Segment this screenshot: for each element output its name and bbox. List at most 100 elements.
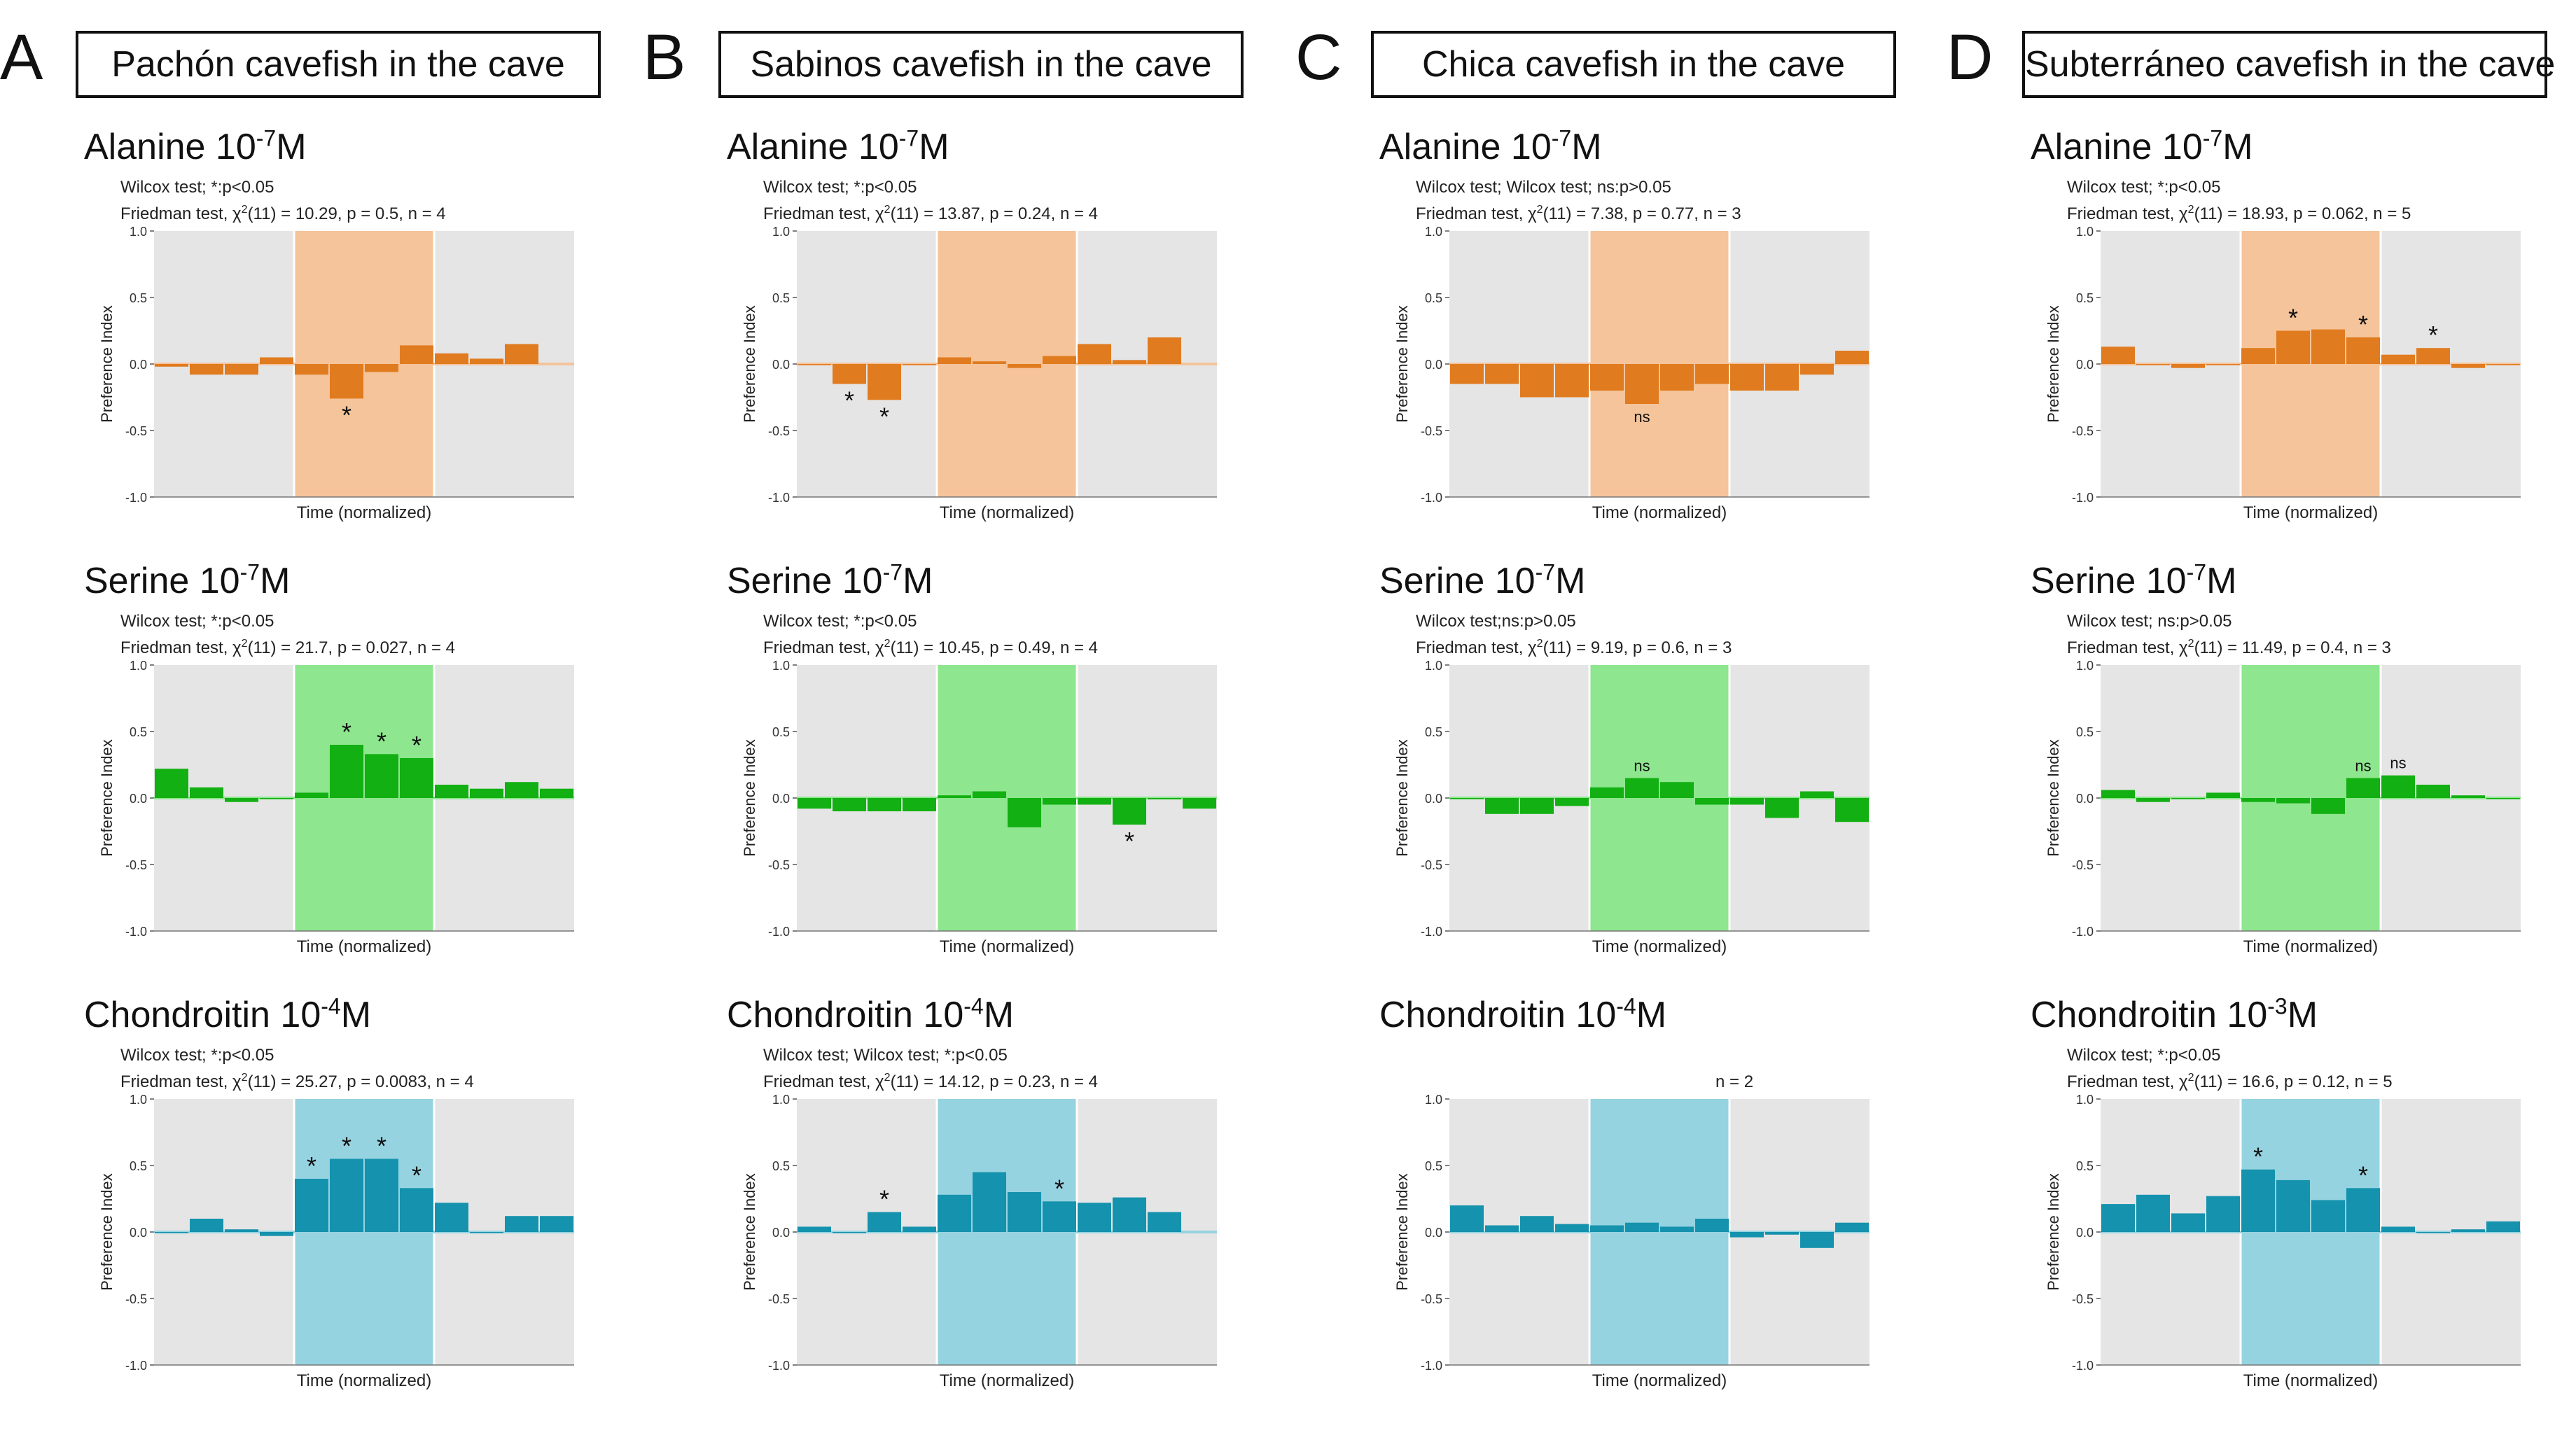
column-letter: D: [1947, 22, 1993, 93]
bar: [1520, 364, 1554, 398]
bar-chart: * -1.0 -0.5 0.0 0.5 1.0 Preference Index Time (…: [98, 225, 574, 522]
friedman-statistics: (11) = 13.87, p = 0.24, n = 4: [890, 204, 1098, 223]
panel-c2: Serine 10-7M Wilcox test;ns:p>0.05 Friedma…: [1295, 560, 1940, 1008]
x-axis-label: Time (normalized): [940, 503, 1074, 522]
analyte-name: Alanine: [84, 127, 206, 167]
bar-chart: ns ns -1.0 -0.5 0.0 0.5 1.0 Preference Index Tim…: [2045, 659, 2521, 956]
panel-b2: Serine 10-7M Wilcox test; *:p<0.05 Friedma…: [643, 560, 1287, 1008]
y-tick-label: 0.0: [772, 358, 790, 372]
bar: [1008, 1192, 1041, 1232]
analyte-name: Chondroitin: [2031, 995, 2217, 1035]
significance-label: *: [2358, 310, 2368, 339]
concentration-exponent: -7: [256, 125, 277, 151]
analyte-name: Serine: [84, 561, 190, 601]
concentration-unit: M: [2206, 561, 2237, 601]
panel-d1: Alanine 10-7M Wilcox test; *:p<0.05 Friedm…: [1947, 126, 2576, 574]
y-tick-label: -1.0: [768, 1359, 790, 1373]
significance-label: ns: [1634, 757, 1650, 775]
friedman-superscript: 2: [884, 204, 891, 216]
significance-label: *: [307, 1152, 316, 1180]
y-tick-label: 1.0: [1425, 1093, 1442, 1107]
y-tick-label: -1.0: [125, 925, 147, 939]
panel-a1: Alanine 10-7M Wilcox test; *:p<0.05 Friedm…: [0, 126, 644, 574]
concentration-unit: M: [1555, 561, 1586, 601]
bar: [973, 361, 1006, 364]
bar-chart: * * * -1.0 -0.5 0.0 0.5 1.0 Preference Index Time…: [98, 659, 574, 956]
bar: [1078, 1203, 1111, 1232]
friedman-statistics: (11) = 7.38, p = 0.77, n = 3: [1543, 204, 1741, 223]
concentration-unit: M: [260, 561, 291, 601]
panel-b1: Alanine 10-7M Wilcox test; *:p<0.05 Friedm…: [643, 126, 1287, 574]
friedman-note: Friedman test, χ2(11) = 10.45, p = 0.49,…: [763, 638, 1098, 658]
bar: [1835, 351, 1869, 364]
panel-title: Serine 10-7M: [727, 560, 933, 602]
concentration-base: 10: [858, 127, 899, 167]
friedman-note: Friedman test, χ2(11) = 9.19, p = 0.6, n…: [1416, 638, 1732, 658]
y-axis-label: Preference Index: [98, 739, 116, 857]
bar: [2451, 795, 2485, 798]
analyte-name: Serine: [1379, 561, 1485, 601]
y-axis-label: Preference Index: [98, 1173, 116, 1291]
significance-label: *: [879, 402, 889, 430]
column-letter: B: [643, 22, 686, 93]
friedman-prefix: Friedman test, χ: [763, 1072, 884, 1091]
friedman-statistics: (11) = 11.49, p = 0.4, n = 3: [2194, 638, 2391, 657]
bar: [2486, 1221, 2520, 1232]
analyte-name: Chondroitin: [84, 995, 270, 1035]
concentration-base: 10: [2161, 127, 2203, 167]
friedman-superscript: 2: [884, 638, 891, 650]
panel-d2: Serine 10-7M Wilcox test; ns:p>0.05 Friedm…: [1947, 560, 2576, 1008]
panel-title: Chondroitin 10-4M: [727, 994, 1014, 1036]
concentration-unit: M: [2222, 127, 2253, 167]
bar: [2276, 798, 2310, 804]
bar: [2101, 1204, 2135, 1232]
bar: [225, 1229, 258, 1232]
bar: [2381, 354, 2415, 364]
friedman-superscript: 2: [241, 1072, 248, 1084]
y-tick-label: -0.5: [1421, 1292, 1442, 1306]
panel-title: Chondroitin 10-4M: [84, 994, 371, 1036]
y-tick-label: 0.5: [1425, 1159, 1442, 1173]
bar: [435, 1203, 468, 1232]
y-tick-label: -1.0: [768, 925, 790, 939]
y-axis-label: Preference Index: [98, 305, 116, 423]
bar: [190, 1219, 223, 1232]
y-tick-label: -1.0: [2072, 925, 2094, 939]
y-tick-label: -1.0: [768, 491, 790, 505]
y-tick-label: 1.0: [2076, 1093, 2094, 1107]
concentration-exponent: -7: [239, 559, 260, 585]
y-tick-label: 1.0: [2076, 225, 2094, 239]
bar: [330, 745, 363, 798]
friedman-superscript: 2: [241, 204, 248, 216]
x-axis-label: Time (normalized): [297, 503, 431, 522]
bar: [798, 798, 831, 809]
y-axis-label: Preference Index: [741, 739, 758, 857]
bar: [1078, 344, 1111, 364]
y-tick-label: 1.0: [2076, 659, 2094, 673]
bar: [2381, 775, 2415, 798]
bar: [1555, 1224, 1589, 1232]
bar: [190, 787, 223, 798]
bar: [330, 1158, 363, 1232]
concentration-base: 10: [1575, 995, 1617, 1035]
x-axis-label: Time (normalized): [2243, 937, 2378, 956]
bar: [1008, 798, 1041, 827]
bar: [973, 1172, 1006, 1232]
concentration-unit: M: [983, 995, 1015, 1035]
bar: [365, 364, 398, 372]
wilcox-note: Wilcox test; *:p<0.05: [120, 612, 274, 631]
column-a: A Pachón cavefish in the cave Alanine 10-7…: [0, 0, 644, 1427]
concentration-base: 10: [1494, 561, 1536, 601]
y-axis-label: Preference Index: [2045, 1173, 2062, 1291]
bar: [1043, 798, 1076, 805]
y-tick-label: 0.5: [130, 291, 147, 305]
bar: [938, 357, 971, 364]
y-tick-label: 0.0: [2076, 792, 2094, 806]
bar: [1450, 798, 1484, 799]
significance-label: *: [412, 1161, 422, 1189]
y-tick-label: -1.0: [1421, 1359, 1442, 1373]
bar: [2416, 348, 2450, 364]
bar: [540, 788, 573, 798]
bar: [2311, 1200, 2345, 1232]
significance-label: *: [1054, 1174, 1064, 1203]
